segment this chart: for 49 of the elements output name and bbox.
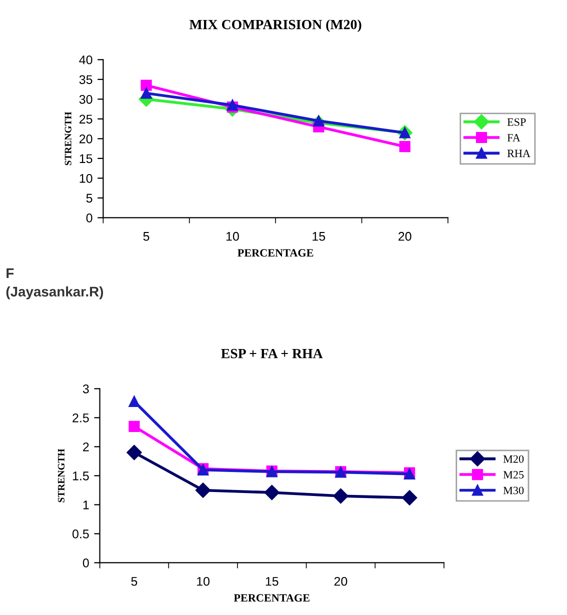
chart-title: MIX COMPARISION (M20) — [190, 19, 362, 32]
y-tick-label: 20 — [80, 134, 92, 144]
point — [402, 490, 418, 506]
y-tick-label: 3 — [82, 384, 89, 394]
y-tick-label: 40 — [79, 55, 92, 64]
point — [264, 484, 280, 500]
point — [333, 488, 348, 504]
y-tick-label: 35 — [79, 75, 92, 84]
text: (Jayasankar.R) — [6, 286, 104, 300]
y-tick-label: 25 — [80, 114, 92, 124]
y-tick-label: 0 — [86, 214, 92, 222]
y-tick-label: 1.5 — [72, 472, 89, 480]
x-axis-title: PERCENTAGE — [234, 594, 310, 602]
point — [195, 482, 211, 498]
x-tick-label: 5 — [131, 577, 138, 586]
y-tick-label: 1 — [83, 500, 89, 510]
y-tick-label: 10 — [80, 174, 92, 183]
y-axis-title: STRENGTH — [64, 112, 72, 166]
point — [126, 444, 142, 460]
y-tick-label: 2 — [83, 442, 89, 452]
y-tick-label: 15 — [80, 154, 92, 164]
legend-label: ESP — [507, 118, 526, 126]
text: F — [6, 268, 14, 278]
chart-title: ESP + FA + RHA — [221, 348, 323, 358]
legend-label: M25 — [503, 471, 524, 479]
y-axis-title: STRENGTH — [58, 448, 64, 502]
y-tick-label: 30 — [79, 94, 92, 104]
point — [140, 80, 152, 91]
x-tick-label: 5 — [143, 232, 150, 241]
x-tick-label: 15 — [266, 577, 278, 586]
x-tick-label: 20 — [398, 232, 412, 241]
y-tick-label: 0 — [82, 558, 89, 568]
point — [140, 88, 152, 99]
x-tick-label: 10 — [197, 576, 210, 586]
point — [399, 141, 410, 152]
point — [128, 396, 140, 407]
legend-label: FA — [507, 134, 520, 142]
legend-label: M30 — [503, 486, 524, 494]
x-tick-label: 20 — [334, 576, 348, 586]
point — [313, 115, 324, 126]
x-axis-title: PERCENTAGE — [238, 249, 314, 257]
y-tick-label: 5 — [86, 194, 92, 203]
y-tick-label: 0.5 — [72, 530, 89, 538]
x-tick-label: 15 — [312, 232, 326, 241]
legend-label: RHA — [507, 150, 530, 158]
point — [128, 420, 140, 432]
x-tick-label: 10 — [226, 232, 239, 241]
y-tick-label: 2.5 — [72, 413, 89, 422]
legend-label: M20 — [503, 455, 524, 463]
